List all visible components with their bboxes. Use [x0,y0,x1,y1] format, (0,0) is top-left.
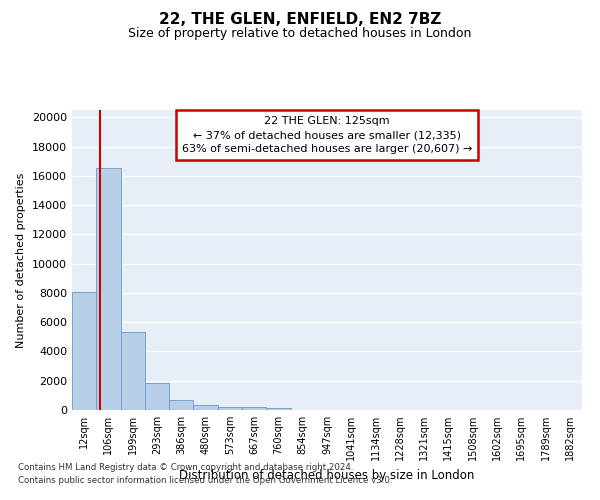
Bar [145,383,169,410]
X-axis label: Distribution of detached houses by size in London: Distribution of detached houses by size … [179,468,475,481]
Bar [96,168,121,410]
Text: 22 THE GLEN: 125sqm
← 37% of detached houses are smaller (12,335)
63% of semi-de: 22 THE GLEN: 125sqm ← 37% of detached ho… [182,116,472,154]
Text: Size of property relative to detached houses in London: Size of property relative to detached ho… [128,28,472,40]
Bar [121,332,145,410]
Bar [266,408,290,410]
Text: Contains public sector information licensed under the Open Government Licence v3: Contains public sector information licen… [18,476,392,485]
Text: 22, THE GLEN, ENFIELD, EN2 7BZ: 22, THE GLEN, ENFIELD, EN2 7BZ [159,12,441,28]
Bar [169,400,193,410]
Bar [193,406,218,410]
Y-axis label: Number of detached properties: Number of detached properties [16,172,26,348]
Text: Contains HM Land Registry data © Crown copyright and database right 2024.: Contains HM Land Registry data © Crown c… [18,464,353,472]
Bar [242,408,266,410]
Bar [218,407,242,410]
Bar [72,292,96,410]
